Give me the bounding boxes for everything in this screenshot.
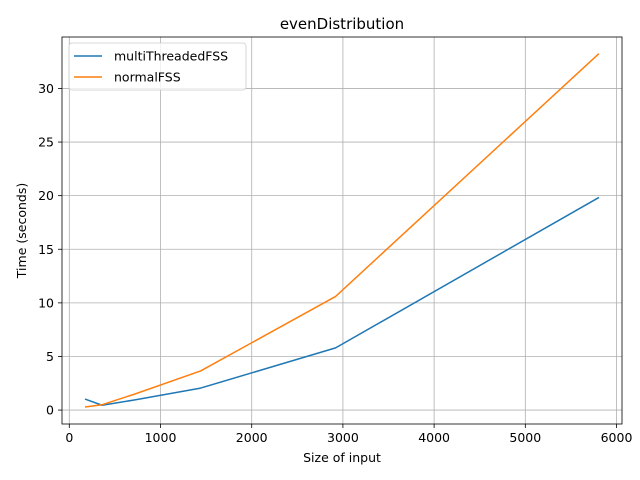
grid-lines (62, 37, 622, 424)
x-tick-label: 5000 (509, 430, 541, 445)
axis-ticks: 0 1000 2000 3000 4000 5000 6000 0 5 10 15 20 25 30 (38, 81, 632, 445)
y-tick-label: 20 (38, 188, 54, 203)
y-tick-label: 0 (46, 403, 54, 418)
x-tick-label: 0 (65, 430, 73, 445)
y-tick-label: 5 (46, 349, 54, 364)
legend: multiThreadedFSS normalFSS (68, 42, 247, 91)
x-tick-label: 1000 (145, 430, 177, 445)
x-tick-label: 3000 (327, 430, 359, 445)
legend-label-multithreadedfss: multiThreadedFSS (114, 49, 228, 64)
plot-frame (61, 36, 623, 425)
x-tick-label: 2000 (236, 430, 268, 445)
series-line-normalfss (84, 53, 600, 408)
legend-label-normalfss: normalFSS (114, 70, 181, 85)
x-tick-label: 6000 (601, 430, 633, 445)
x-tick-label: 4000 (418, 430, 450, 445)
y-tick-label: 25 (38, 135, 54, 150)
y-tick-label: 10 (38, 295, 54, 310)
y-tick-label: 30 (38, 81, 54, 96)
chart-title: evenDistribution (280, 15, 404, 33)
series-line-multithreadedfss (84, 196, 600, 406)
y-tick-label: 15 (38, 242, 54, 257)
x-axis-label: Size of input (303, 450, 381, 465)
legend-box (68, 42, 247, 91)
series-lines (84, 53, 600, 408)
y-axis-label: Time (seconds) (14, 183, 29, 279)
